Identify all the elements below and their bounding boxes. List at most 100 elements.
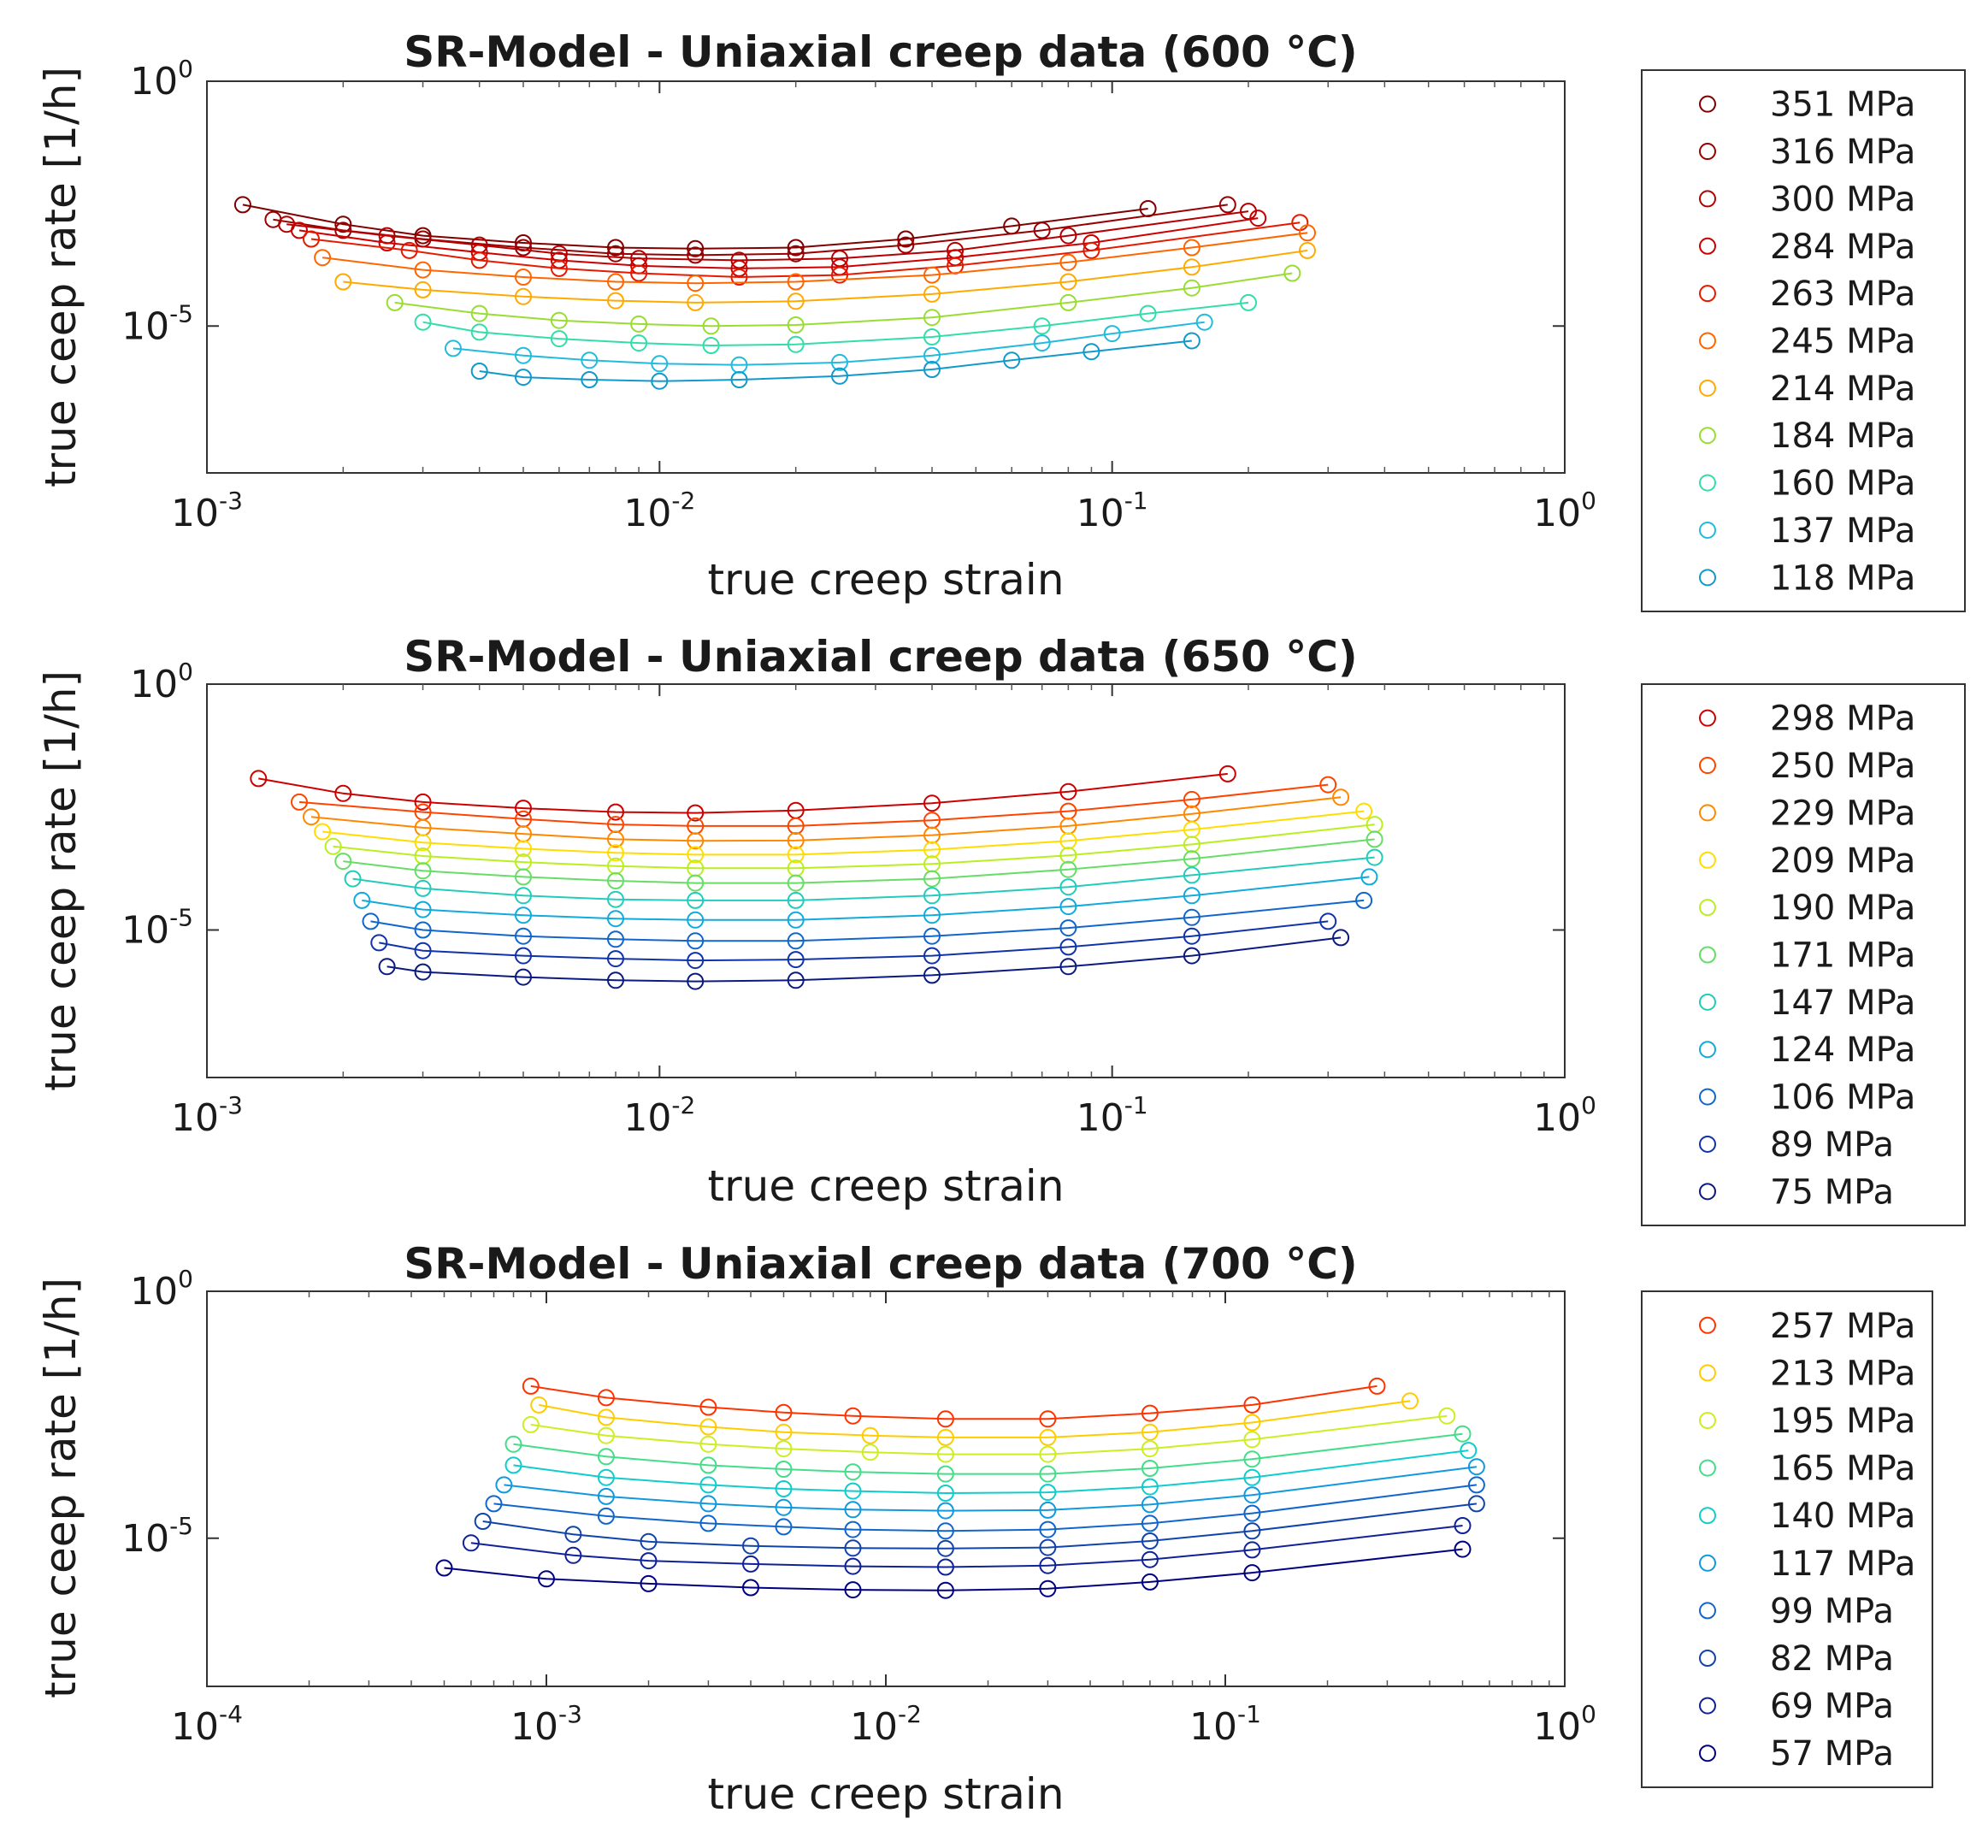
data-point <box>378 234 396 251</box>
data-point <box>607 273 624 291</box>
data-point <box>640 1574 658 1592</box>
x-tick-label: 100 <box>1533 1091 1596 1140</box>
y-tick-label: 10-5 <box>121 1512 193 1561</box>
legend-marker <box>1699 521 1716 539</box>
data-point <box>861 1426 879 1444</box>
fit-line-195-MPa <box>530 1414 1448 1455</box>
data-point <box>1249 210 1267 227</box>
data-point <box>597 1389 615 1407</box>
data-point <box>1243 1450 1261 1468</box>
data-point <box>787 846 805 864</box>
data-point <box>515 239 532 257</box>
data-point <box>687 911 705 929</box>
data-point <box>1039 1538 1057 1556</box>
data-point <box>414 963 432 981</box>
legend-label: 298 MPa <box>1770 700 1915 739</box>
data-point <box>702 337 720 354</box>
data-point <box>515 287 532 305</box>
data-point <box>1141 1404 1159 1422</box>
fit-line-140-MPa <box>513 1449 1469 1495</box>
data-point <box>538 1570 555 1588</box>
data-point <box>742 1555 759 1573</box>
legend: 298 MPa 250 MPa 229 MPa 209 MPa 190 MPa 171 M… <box>1641 683 1966 1226</box>
fit-line-214-MPa <box>343 249 1308 304</box>
chart-title: SR-Model - Uniaxial creep data (700 °C) <box>404 1239 1358 1289</box>
fit-line-184-MPa <box>394 272 1293 328</box>
legend-marker <box>1699 95 1716 113</box>
data-point <box>1355 891 1373 909</box>
data-point <box>923 927 941 945</box>
data-point <box>923 841 941 859</box>
data-point <box>687 275 705 292</box>
data-point <box>1332 788 1350 806</box>
data-point <box>1059 293 1077 311</box>
data-point <box>651 372 669 390</box>
data-point <box>787 951 805 969</box>
data-point <box>775 1518 793 1536</box>
data-point <box>1141 1496 1159 1514</box>
data-point <box>1218 196 1236 214</box>
data-point <box>597 1507 615 1525</box>
data-point <box>844 1501 862 1519</box>
legend-label: 257 MPa <box>1770 1307 1915 1346</box>
data-point <box>787 874 805 892</box>
data-point <box>515 369 532 387</box>
data-point <box>250 770 268 788</box>
data-point <box>923 947 941 965</box>
legend-marker <box>1699 427 1716 445</box>
legend-label: 284 MPa <box>1770 227 1915 267</box>
data-point <box>291 221 308 239</box>
data-point <box>1183 239 1200 257</box>
legend-marker <box>1699 946 1716 964</box>
data-point <box>1360 868 1378 886</box>
data-point <box>787 971 805 989</box>
data-point <box>1243 1486 1261 1504</box>
legend-box <box>1641 69 1966 612</box>
data-point <box>462 1534 480 1552</box>
data-point <box>515 968 532 986</box>
y-axis-label: true ceep rate [1/h] <box>36 670 86 1091</box>
fit-line-137-MPa <box>452 321 1205 366</box>
legend-label: 69 MPa <box>1770 1687 1894 1727</box>
data-point <box>1059 253 1077 271</box>
legend-box <box>1641 683 1966 1226</box>
legend-marker <box>1699 1507 1716 1525</box>
data-point <box>775 1461 793 1478</box>
legend-label: 229 MPa <box>1770 794 1915 833</box>
data-point <box>378 958 396 976</box>
data-point <box>530 1396 548 1414</box>
data-point <box>923 285 941 303</box>
data-point <box>923 794 941 812</box>
data-point <box>1059 919 1077 937</box>
data-point <box>522 1377 540 1395</box>
fit-line-160-MPa <box>422 301 1249 347</box>
data-point <box>607 245 624 263</box>
data-point <box>844 1557 862 1575</box>
data-point <box>414 879 432 897</box>
data-point <box>687 952 705 970</box>
data-point <box>504 1435 522 1453</box>
data-point <box>936 1465 954 1483</box>
data-point <box>1033 334 1051 352</box>
data-point <box>564 1546 582 1564</box>
data-point <box>1401 1392 1419 1410</box>
legend-marker <box>1699 285 1716 303</box>
data-point <box>1299 224 1316 242</box>
data-point <box>1319 776 1337 794</box>
fit-line-213-MPa <box>539 1400 1411 1438</box>
legend-label: 140 MPa <box>1770 1497 1915 1536</box>
legend-label: 160 MPa <box>1770 464 1915 504</box>
data-point <box>936 1558 954 1576</box>
fit-line-147-MPa <box>352 856 1375 901</box>
data-point <box>730 371 748 388</box>
x-tick-label: 10-1 <box>1077 487 1148 535</box>
data-point <box>775 1498 793 1516</box>
legend-marker <box>1699 804 1716 822</box>
data-point <box>1139 304 1157 322</box>
data-point <box>1141 1478 1159 1496</box>
data-point <box>1082 343 1100 361</box>
data-point <box>1454 1425 1472 1443</box>
legend-label: 351 MPa <box>1770 86 1915 125</box>
data-point <box>515 269 532 286</box>
legend-marker <box>1699 1459 1716 1477</box>
